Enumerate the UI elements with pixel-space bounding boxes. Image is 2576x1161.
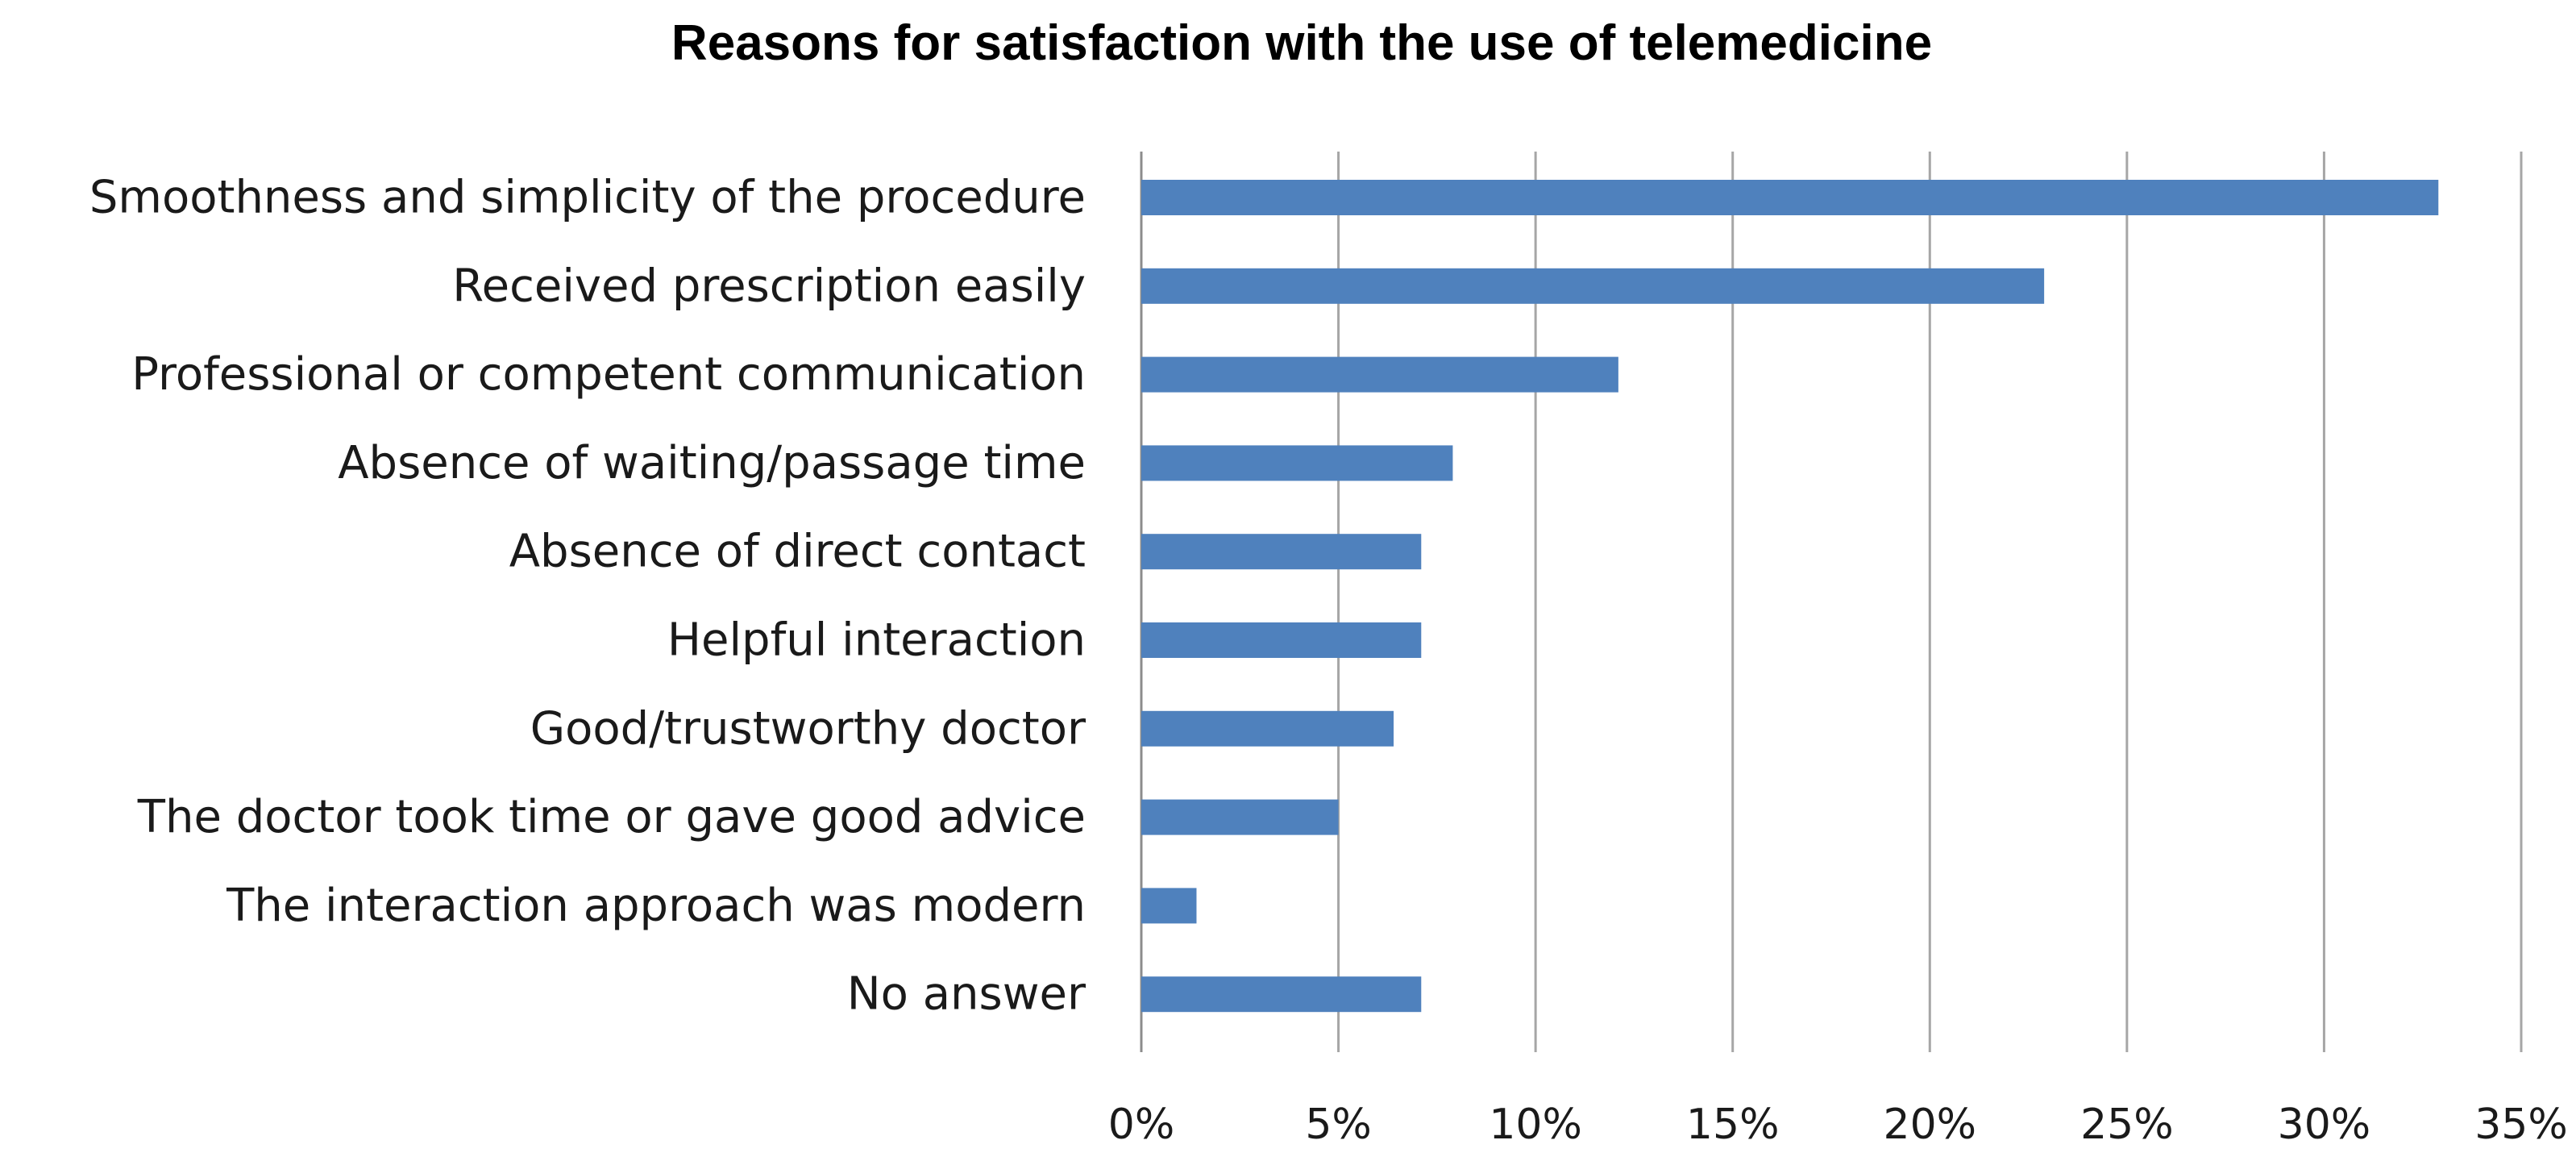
- category-label: Smoothness and simplicity of the procedu…: [89, 172, 1086, 224]
- bar: [1141, 888, 1197, 924]
- x-tick-label: 35%: [2474, 1101, 2568, 1149]
- category-label: No answer: [847, 968, 1086, 1021]
- x-tick-label: 10%: [1489, 1101, 1582, 1149]
- bar: [1141, 799, 1339, 835]
- bar: [1141, 534, 1422, 570]
- bar: [1141, 710, 1394, 747]
- category-label: Absence of waiting/passage time: [338, 437, 1086, 489]
- bar: [1141, 356, 1618, 393]
- bar: [1141, 622, 1422, 658]
- category-label: Good/trustworthy doctor: [530, 702, 1086, 755]
- x-tick-label: 30%: [2278, 1101, 2371, 1149]
- bar: [1141, 180, 2439, 215]
- chart-title: Reasons for satisfaction with the use of…: [671, 15, 1932, 71]
- category-labels: Smoothness and simplicity of the procedu…: [89, 172, 1086, 1021]
- x-tick-label: 0%: [1108, 1101, 1175, 1149]
- bar: [1141, 445, 1453, 481]
- category-label: Received prescription easily: [452, 260, 1086, 312]
- x-tick-label: 5%: [1305, 1101, 1372, 1149]
- category-label: The doctor took time or gave good advice: [137, 791, 1086, 843]
- bar: [1141, 976, 1422, 1013]
- category-label: Helpful interaction: [667, 614, 1086, 667]
- x-tick-label: 25%: [2080, 1101, 2174, 1149]
- x-tick-label: 20%: [1883, 1101, 1976, 1149]
- category-label: Absence of direct contact: [509, 526, 1086, 578]
- category-label: Professional or competent communication: [131, 348, 1086, 401]
- x-tick-label: 15%: [1686, 1101, 1780, 1149]
- bars-layer: [1141, 180, 2439, 1013]
- bar: [1141, 268, 2045, 304]
- x-axis-tick-labels: 0% 5% 10% 15% 20% 25% 30% 35%: [1108, 1101, 2568, 1149]
- category-label: The interaction approach was modern: [226, 880, 1086, 932]
